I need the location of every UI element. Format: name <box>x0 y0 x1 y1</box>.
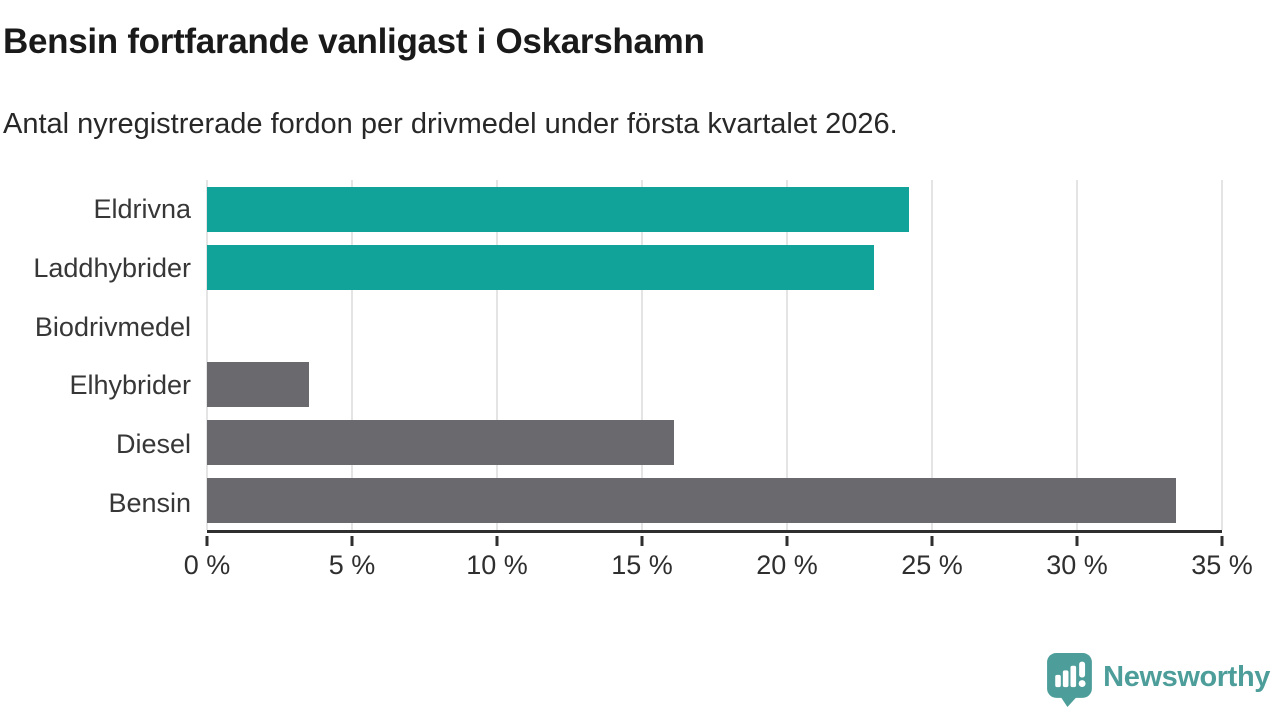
chart-title: Bensin fortfarande vanligast i Oskarsham… <box>3 22 705 61</box>
bar-rows <box>207 180 1222 530</box>
category-label: Bensin <box>108 488 191 519</box>
bar <box>207 244 874 290</box>
category-label: Biodrivmedel <box>34 311 191 342</box>
gridline <box>1221 180 1223 530</box>
newsworthy-logo-text: Newsworthy <box>1103 661 1270 693</box>
bar-row <box>207 297 1222 355</box>
bar-chart-speech-bubble-icon <box>1047 653 1093 707</box>
newsworthy-logo: Newsworthy <box>1047 653 1270 708</box>
gridline <box>351 180 353 530</box>
x-tick-label: 15 % <box>611 550 673 580</box>
category-label: Laddhybrider <box>33 252 191 283</box>
x-axis-tick <box>785 536 789 546</box>
gridline <box>786 180 788 530</box>
y-axis-labels: Eldrivna Laddhybrider Biodrivmedel Elhybrid… <box>0 180 191 533</box>
x-axis-tick <box>350 536 354 546</box>
bar-row <box>207 238 1222 296</box>
x-tick-label: 35 % <box>1191 550 1253 580</box>
bar <box>207 361 309 407</box>
bar <box>207 419 674 465</box>
x-axis-tick <box>1075 536 1079 546</box>
x-tick-label: 30 % <box>1046 550 1108 580</box>
x-tick-label: 10 % <box>466 550 528 580</box>
gridline <box>1076 180 1078 530</box>
category-label: Diesel <box>115 429 191 460</box>
gridline <box>496 180 498 530</box>
x-axis-tick <box>495 536 499 546</box>
gridline <box>931 180 933 530</box>
x-axis-tick <box>205 536 209 546</box>
bar-row <box>207 472 1222 530</box>
x-tick-label: 5 % <box>328 550 376 580</box>
x-axis-tick <box>1220 536 1224 546</box>
bar <box>207 186 909 232</box>
x-axis-tick <box>930 536 934 546</box>
x-tick-label: 0 % <box>183 550 231 580</box>
gridline <box>206 180 208 530</box>
bar-row <box>207 355 1222 413</box>
x-axis: 0 % 5 % 10 % 15 % 20 % 25 % 30 % 35 % <box>184 533 1253 593</box>
category-label: Eldrivna <box>93 193 191 224</box>
plot-area <box>206 180 1223 533</box>
x-tick-label: 20 % <box>756 550 818 580</box>
x-tick-label: 25 % <box>901 550 963 580</box>
bar-row <box>207 180 1222 238</box>
x-axis-tick <box>640 536 644 546</box>
gridline <box>641 180 643 530</box>
category-label: Elhybrider <box>69 370 191 401</box>
bar <box>207 478 1176 524</box>
chart-subtitle: Antal nyregistrerade fordon per drivmede… <box>3 108 898 140</box>
bar-row <box>207 413 1222 471</box>
